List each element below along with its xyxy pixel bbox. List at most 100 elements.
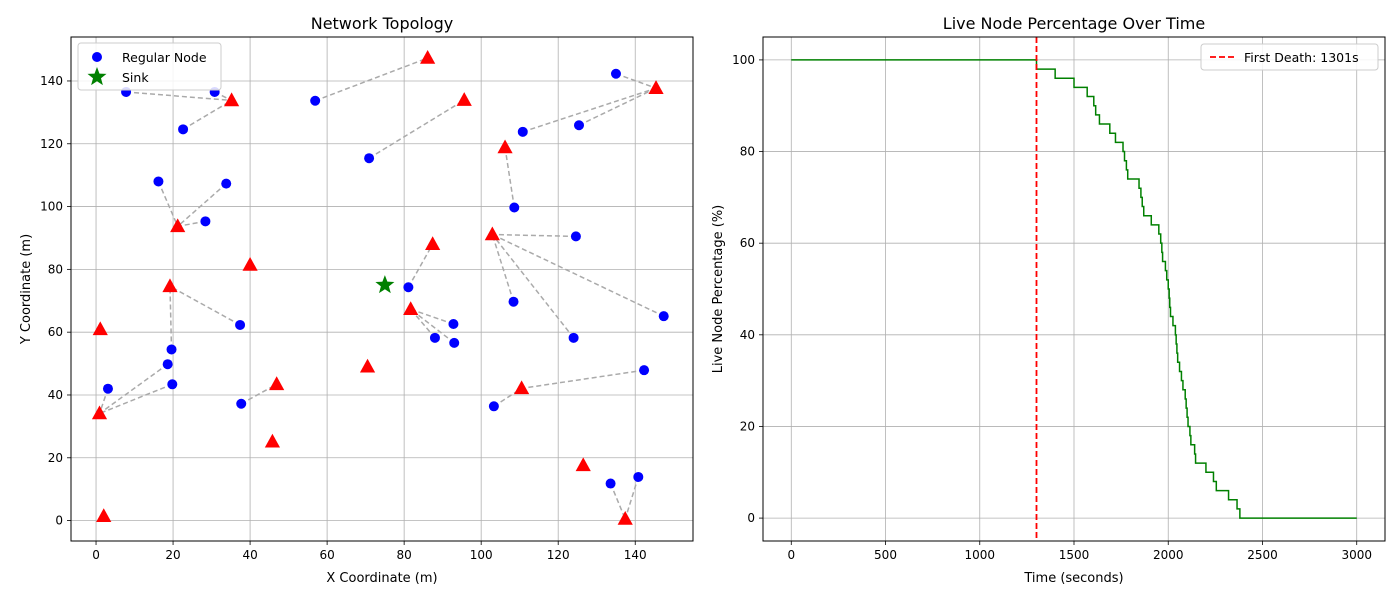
- link-line: [99, 363, 169, 415]
- triangle-node-point: [514, 380, 530, 395]
- regular-node-point: [573, 120, 584, 131]
- link-line: [314, 57, 428, 102]
- y-tick-label: 0: [55, 514, 63, 528]
- link-line: [169, 285, 241, 326]
- link-line: [157, 181, 179, 227]
- chart-title: Network Topology: [311, 14, 454, 33]
- triangle-node-point: [264, 433, 281, 448]
- regular-node-point: [570, 231, 581, 242]
- regular-node-point: [200, 216, 211, 227]
- triangle-node-point: [575, 457, 591, 472]
- ticks: 0 500 1000 1500 2000 2500 3000 0 20 40 60 80 100: [732, 53, 1372, 562]
- legend-regular-node-marker: [92, 52, 102, 62]
- legend-regular-node-symbol: [92, 52, 102, 62]
- link-line: [407, 243, 434, 288]
- triangle-node-point: [242, 256, 258, 271]
- regular-node-point: [153, 176, 164, 187]
- link-line: [522, 87, 657, 133]
- x-tick-label: 0: [92, 548, 100, 562]
- legend-box: [77, 42, 222, 91]
- network-topology-chart: 0 20 40 60 80 100 120 140 0 20 40 60 80 100 120 140 Net…: [19, 14, 694, 586]
- x-tick-label: 140: [624, 548, 647, 562]
- link-line: [615, 73, 657, 89]
- plot-border: [70, 36, 694, 542]
- x-tick-label: 40: [242, 548, 257, 562]
- regular-node-point: [509, 202, 520, 213]
- x-tick-label: 100: [470, 548, 493, 562]
- y-tick-label: 140: [40, 74, 63, 88]
- link-line: [578, 87, 657, 126]
- regular-node-point: [448, 319, 459, 330]
- regular-node-point: [166, 344, 177, 355]
- triangle-node-point: [648, 80, 664, 94]
- legend: Regular Node Sink: [77, 42, 222, 91]
- legend-sink-marker: [87, 67, 107, 86]
- y-tick-label: 60: [48, 325, 63, 339]
- regular-node-point: [403, 282, 414, 293]
- triangle-node-point: [484, 226, 500, 241]
- x-tick-label: 1000: [964, 548, 995, 562]
- link-line: [126, 91, 232, 102]
- triangle-node-point: [497, 139, 513, 154]
- link-line: [99, 383, 173, 415]
- legend: First Death: 1301s: [1200, 43, 1379, 71]
- legend-first-death-label: First Death: 1301s: [1244, 50, 1359, 65]
- regular-node-point: [235, 319, 246, 330]
- regular-node-point: [364, 153, 375, 164]
- triangle-node-point: [456, 92, 472, 106]
- link-line: [491, 234, 575, 339]
- y-tick-label: 120: [40, 137, 63, 151]
- legend-sink-label: Sink: [122, 70, 149, 85]
- x-tick-label: 1500: [1059, 548, 1090, 562]
- y-axis-label: Y Coordinate (m): [19, 234, 34, 345]
- links: [98, 57, 665, 520]
- triangle-node-point: [403, 301, 419, 316]
- x-axis-label: Time (seconds): [1023, 571, 1123, 586]
- y-tick-label: 60: [740, 236, 755, 250]
- link-line: [491, 234, 515, 302]
- triangle-node-point: [224, 92, 240, 107]
- x-tick-label: 20: [165, 548, 180, 562]
- y-tick-label: 40: [48, 388, 63, 402]
- link-line: [177, 183, 227, 227]
- legend-box: [1200, 43, 1379, 71]
- regular-node-point: [310, 95, 321, 106]
- x-tick-label: 60: [319, 548, 334, 562]
- regular-node-point: [102, 383, 113, 394]
- x-tick-label: 500: [874, 548, 897, 562]
- regular-node-point: [162, 359, 173, 370]
- regular-node-point: [639, 365, 650, 376]
- legend-sink-symbol: [87, 67, 107, 86]
- y-tick-label: 100: [40, 200, 63, 214]
- x-axis-label: X Coordinate (m): [326, 571, 437, 586]
- triangle-node-point: [359, 358, 376, 373]
- regular-node-point: [236, 398, 247, 409]
- chart-title: Live Node Percentage Over Time: [943, 14, 1205, 33]
- sink-point: [375, 275, 395, 294]
- series-lines: [791, 37, 1357, 541]
- x-tick-label: 80: [397, 548, 412, 562]
- legend-regular-node-label: Regular Node: [122, 50, 207, 65]
- link-line: [492, 233, 576, 238]
- regular-node-point: [605, 478, 616, 489]
- link-line: [410, 308, 436, 339]
- y-tick-label: 20: [740, 419, 755, 433]
- x-tick-label: 120: [547, 548, 570, 562]
- triangle-node-point: [92, 321, 108, 336]
- regular-node-point: [488, 401, 499, 412]
- ticks: 0 20 40 60 80 100 120 140 0 20 40 60 80 100 120 140: [40, 74, 647, 562]
- regular-node-point: [610, 68, 621, 79]
- y-tick-label: 0: [747, 511, 755, 525]
- regular-node-point: [658, 311, 669, 322]
- triangle-node-point: [170, 218, 186, 233]
- regular-node-point: [508, 296, 519, 307]
- link-line: [624, 476, 640, 520]
- y-tick-label: 100: [732, 53, 755, 67]
- y-tick-label: 80: [48, 262, 63, 276]
- y-tick-label: 40: [740, 328, 755, 342]
- regular-node-point: [633, 471, 644, 482]
- link-line: [609, 483, 626, 520]
- link-line: [182, 99, 232, 130]
- x-tick-label: 0: [787, 548, 795, 562]
